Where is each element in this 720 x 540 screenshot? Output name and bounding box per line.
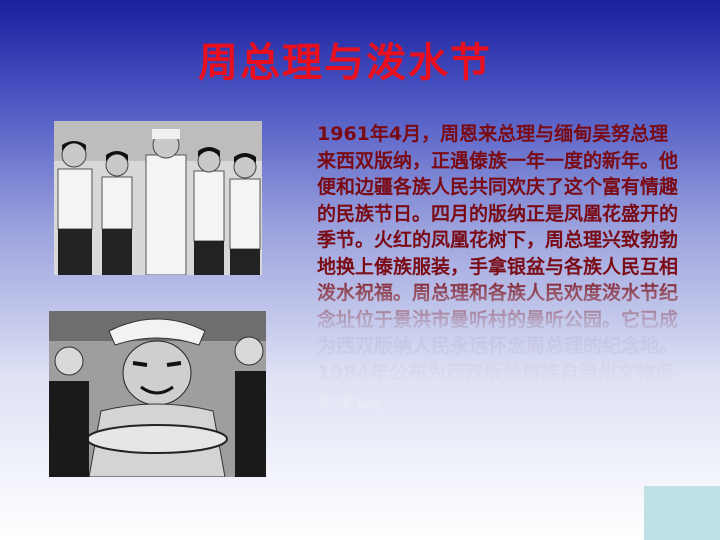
body-paragraph: 1961年4月，周恩来总理与缅甸吴努总理来西双版纳，正遇傣族一年一度的新年。他便… xyxy=(317,121,682,413)
premier-water-splash-photo xyxy=(49,311,266,477)
slide-title: 周总理与泼水节 xyxy=(198,40,492,86)
corner-decoration xyxy=(644,486,720,540)
group-photo xyxy=(54,121,262,275)
